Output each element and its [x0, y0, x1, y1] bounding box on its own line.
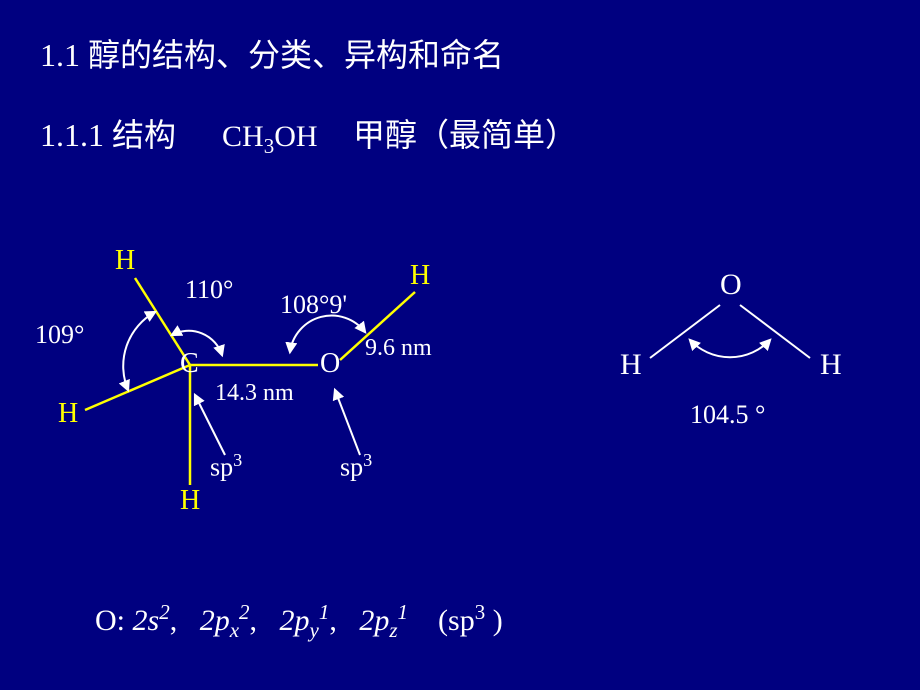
atom-h4: H — [410, 260, 430, 292]
label-9-6nm: 9.6 nm — [365, 335, 432, 362]
water-hL: H — [620, 348, 642, 382]
arc-109 — [123, 312, 155, 390]
arrow-sp3-o — [335, 390, 360, 455]
label-109: 109° — [35, 320, 84, 350]
bond-o-hR — [740, 305, 810, 358]
water-o: O — [720, 268, 742, 302]
sp3-c-sup: 3 — [233, 450, 242, 470]
sp3-c-base: sp — [210, 453, 233, 482]
atom-h2: H — [58, 398, 78, 430]
label-110: 110° — [185, 275, 233, 305]
atom-c: C — [180, 348, 199, 380]
ec-suffix: (sp3 ) — [438, 604, 503, 637]
label-sp3-o: sp3 — [340, 450, 372, 483]
bond-c-h2 — [85, 365, 190, 410]
label-14-3nm: 14.3 nm — [215, 380, 294, 407]
sp3-o-sup: 3 — [363, 450, 372, 470]
electron-config: O: 2s2, 2px2, 2py1, 2pz1 (sp3 ) — [95, 600, 503, 643]
ec-term-0: 2s2 — [133, 604, 170, 637]
atom-o: O — [320, 348, 340, 380]
water-hR: H — [820, 348, 842, 382]
molecule-diagram — [0, 0, 920, 690]
ec-term-1: 2px2 — [200, 604, 250, 637]
bond-o-hL — [650, 305, 720, 358]
ec-prefix: O: — [95, 604, 133, 637]
label-108-9: 108°9' — [280, 290, 347, 320]
atom-h1: H — [115, 245, 135, 277]
water-angle: 104.5 ° — [690, 400, 765, 430]
arc-water — [690, 340, 770, 357]
water-bonds — [650, 305, 810, 358]
water-arc-group — [690, 340, 770, 357]
atom-h3: H — [180, 485, 200, 517]
sp3-o-base: sp — [340, 453, 363, 482]
ec-term-2: 2py1 — [280, 604, 330, 637]
label-sp3-c: sp3 — [210, 450, 242, 483]
ec-term-3: 2pz1 — [359, 604, 408, 637]
